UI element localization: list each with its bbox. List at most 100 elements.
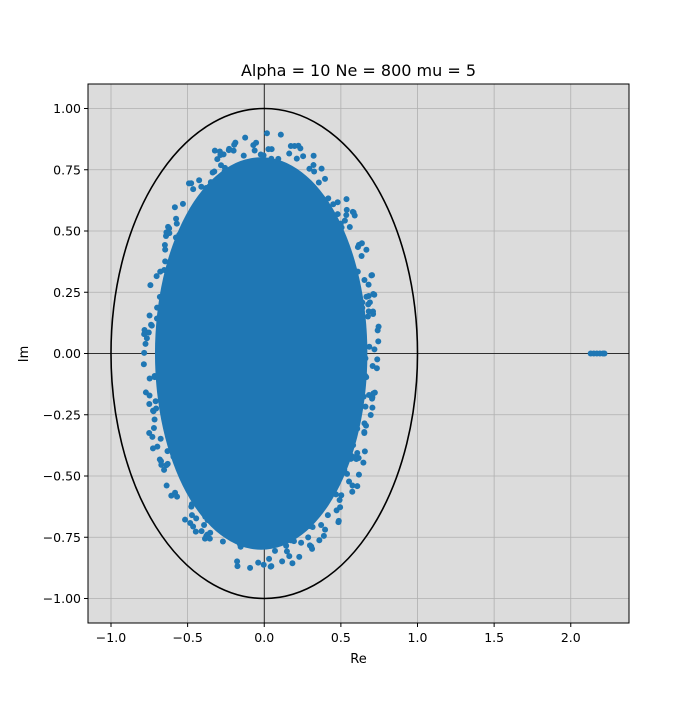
data-point [190,523,197,530]
data-point [211,147,218,154]
data-point [374,327,381,334]
data-point [179,200,186,207]
data-point [231,141,238,148]
data-point [168,492,175,499]
data-point [310,162,317,169]
data-point [149,445,156,452]
point-cloud-core [154,157,368,550]
data-point [355,471,362,478]
data-point [146,400,153,407]
data-point [142,340,149,347]
data-point [305,534,312,541]
data-point [369,272,376,279]
data-point [365,281,372,288]
data-point [311,168,318,175]
data-point [318,521,325,528]
data-point [174,493,181,500]
y-tick-label: −0.75 [43,530,81,545]
data-point [247,564,254,571]
data-point [343,212,350,219]
data-point [225,147,232,154]
data-point [260,152,267,159]
x-tick-label: 2.0 [561,630,581,645]
data-point [354,449,361,456]
data-point [171,204,178,211]
data-point [365,308,372,315]
data-point [358,240,365,247]
data-point [343,206,350,213]
data-point [286,553,293,560]
data-point [336,497,343,504]
data-point [289,560,296,567]
x-tick-label: 1.5 [484,630,504,645]
data-point [163,462,170,469]
data-point [162,258,169,265]
data-point [140,361,147,368]
data-point [196,177,203,184]
data-point [153,273,160,280]
data-point [363,293,370,300]
data-point [157,435,164,442]
data-point [204,531,211,538]
data-point [362,403,369,410]
data-point [320,532,327,539]
data-point [367,412,374,419]
y-tick-label: −1.00 [43,591,81,606]
data-point [146,392,153,399]
data-point [354,244,361,251]
data-point [364,313,371,320]
data-point [188,180,195,187]
data-point [141,349,148,356]
data-point [360,459,367,466]
data-point [263,130,270,137]
y-tick-label: 0.50 [53,224,81,239]
data-point [230,147,237,154]
data-point [349,488,356,495]
data-point [370,290,377,297]
data-point [343,196,350,203]
data-point [310,152,317,159]
data-point [361,428,368,435]
x-tick-label: 0.0 [254,630,274,645]
data-point [201,522,208,529]
data-point [255,559,262,566]
data-point [146,430,153,437]
data-point [361,277,368,284]
data-point [193,515,200,522]
data-point [298,539,305,546]
data-point [163,482,170,489]
y-tick-label: −0.50 [43,469,81,484]
data-point [286,150,293,157]
data-point [214,156,221,163]
data-point [363,422,370,429]
data-point [265,146,272,153]
data-point [350,454,357,461]
data-point [271,547,278,554]
data-point [146,375,153,382]
data-point [251,147,258,154]
data-point [198,528,205,535]
x-tick-label: 0.5 [331,630,351,645]
data-point [322,175,329,182]
data-point [322,526,329,533]
data-point [300,153,307,160]
outlier-point [601,350,608,357]
data-point [346,224,353,231]
data-point [349,482,356,489]
data-point [147,282,154,289]
y-axis-label: Im [17,346,32,363]
data-point [375,338,382,345]
data-point [234,558,241,565]
data-point [192,528,199,535]
data-point [346,478,353,485]
data-point [190,186,197,193]
data-point [188,512,195,519]
x-tick-label: −0.5 [172,630,202,645]
data-point [350,209,357,216]
y-tick-label: 0.25 [53,285,81,300]
chart-title: Alpha = 10 Ne = 800 mu = 5 [241,61,476,80]
data-point [211,168,218,175]
data-point [363,246,370,253]
data-point [250,142,257,149]
